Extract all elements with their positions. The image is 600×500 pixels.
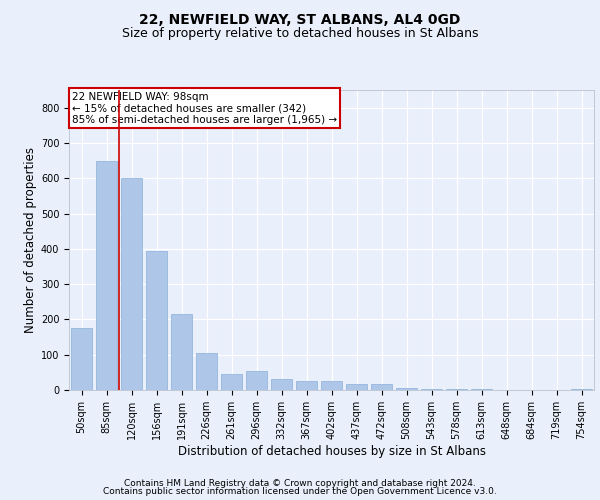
Bar (246, 370, 267, 390)
Text: Contains HM Land Registry data © Crown copyright and database right 2024.: Contains HM Land Registry data © Crown c… (124, 478, 476, 488)
Text: Size of property relative to detached houses in St Albans: Size of property relative to detached ho… (122, 28, 478, 40)
Bar (321, 381, 342, 390)
Bar (171, 314, 192, 390)
Text: 22, NEWFIELD WAY, ST ALBANS, AL4 0GD: 22, NEWFIELD WAY, ST ALBANS, AL4 0GD (139, 12, 461, 26)
Bar (571, 388, 592, 390)
X-axis label: Distribution of detached houses by size in St Albans: Distribution of detached houses by size … (178, 444, 485, 458)
Bar (371, 384, 392, 390)
Bar (421, 389, 442, 390)
Bar (396, 388, 417, 390)
Text: Contains public sector information licensed under the Open Government Licence v3: Contains public sector information licen… (103, 488, 497, 496)
Bar (71, 328, 92, 390)
Bar (271, 378, 292, 390)
Text: 22 NEWFIELD WAY: 98sqm
← 15% of detached houses are smaller (342)
85% of semi-de: 22 NEWFIELD WAY: 98sqm ← 15% of detached… (71, 92, 337, 124)
Bar (296, 381, 317, 390)
Bar (196, 353, 217, 390)
Bar (346, 384, 367, 390)
Bar (121, 178, 142, 390)
Y-axis label: Number of detached properties: Number of detached properties (23, 147, 37, 333)
Bar (221, 374, 242, 390)
Bar (96, 162, 117, 390)
Bar (146, 250, 167, 390)
